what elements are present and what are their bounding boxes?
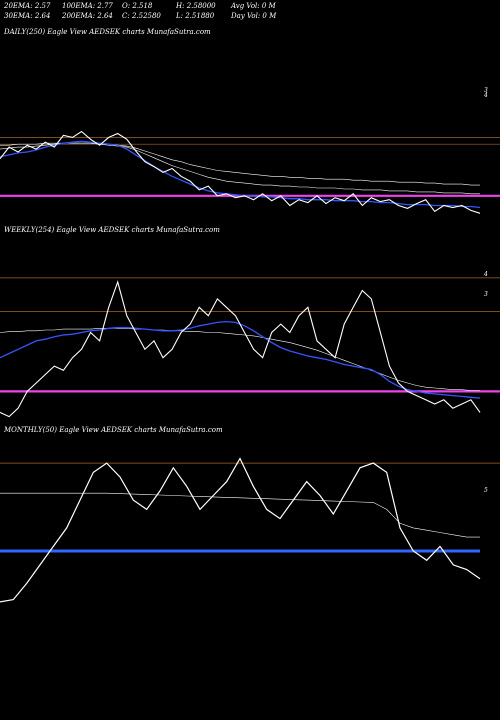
panel1-ytick-0: 4 — [483, 271, 488, 278]
stat-open: O: 2.518 — [122, 2, 153, 10]
daily-panel-title: DAILY(250) Eagle View AEDSEK charts Muna… — [4, 28, 211, 36]
stat-low: L: 2.51880 — [176, 12, 215, 20]
panel0-ytick-0: 3 — [484, 87, 488, 94]
stat-ema100: 100EMA: 2.77 — [62, 2, 113, 10]
weekly-ema-fast-line — [0, 320, 481, 399]
stat-avg-vol: Avg Vol: 0 M — [231, 2, 276, 10]
daily-ema-slow-line — [0, 142, 480, 186]
panel0-ytick-1: 4 — [483, 92, 488, 99]
panel2-ytick-0: 5 — [484, 487, 488, 494]
weekly-price-line — [0, 280, 481, 418]
weekly-panel-title: WEEKLY(254) Eagle View AEDSEK charts Mun… — [4, 226, 220, 234]
stat-day-vol: Day Vol: 0 M — [231, 12, 277, 20]
daily-price-line — [0, 130, 481, 214]
stat-ema20: 20EMA: 2.57 — [4, 2, 51, 10]
monthly-ema-slow-line — [0, 492, 480, 538]
monthly-panel-title: MONTHLY(50) Eagle View AEDSEK charts Mun… — [4, 426, 223, 434]
stat-high: H: 2.58000 — [176, 2, 216, 10]
stat-ema30: 30EMA: 2.64 — [4, 12, 51, 20]
daily-ema-fast-line — [0, 140, 481, 209]
stat-ema200: 200EMA: 2.64 — [62, 12, 113, 20]
panel1-ytick-1: 3 — [484, 291, 488, 298]
stat-close: C: 2.52580 — [122, 12, 161, 20]
monthly-price-line — [0, 457, 481, 603]
weekly-ema-slow-line — [0, 327, 480, 391]
daily-ema-mid-line — [0, 142, 480, 195]
